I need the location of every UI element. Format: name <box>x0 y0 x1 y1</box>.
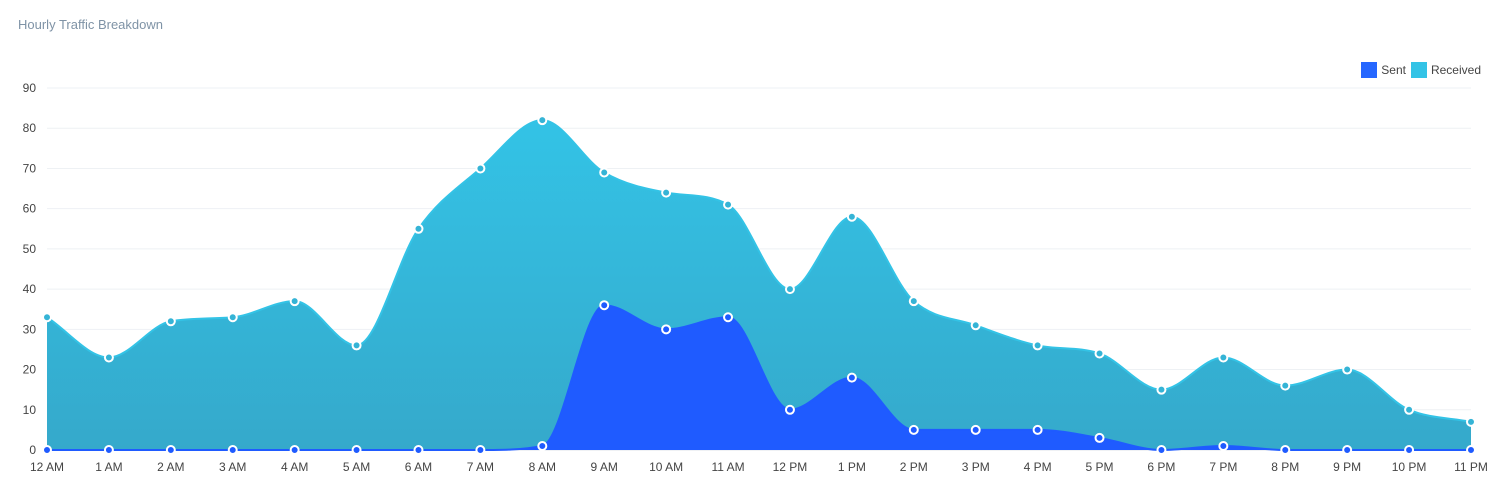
received-point[interactable] <box>1156 384 1167 395</box>
sent-point[interactable] <box>103 445 114 455</box>
sent-point[interactable] <box>165 445 176 455</box>
sent-point[interactable] <box>289 445 300 455</box>
received-point[interactable] <box>908 296 919 307</box>
x-tick-label: 2 PM <box>900 460 928 474</box>
x-tick-label: 9 PM <box>1333 460 1361 474</box>
x-tick-label: 9 AM <box>591 460 618 474</box>
received-point[interactable] <box>1466 416 1476 427</box>
x-tick-label: 7 AM <box>467 460 494 474</box>
received-point[interactable] <box>475 163 486 174</box>
sent-point[interactable] <box>1280 445 1291 455</box>
received-point[interactable] <box>784 284 795 295</box>
received-point[interactable] <box>970 320 981 331</box>
sent-point[interactable] <box>846 372 857 383</box>
x-tick-label: 2 AM <box>157 460 184 474</box>
x-tick-label: 7 PM <box>1209 460 1237 474</box>
y-tick-label: 20 <box>23 363 37 377</box>
x-tick-label: 8 PM <box>1271 460 1299 474</box>
x-tick-label: 1 PM <box>838 460 866 474</box>
x-tick-label: 8 AM <box>529 460 556 474</box>
x-tick-label: 6 AM <box>405 460 432 474</box>
y-axis: 0 10 20 30 40 50 60 70 80 90 <box>23 81 37 457</box>
received-point[interactable] <box>846 211 857 222</box>
received-point[interactable] <box>599 167 610 178</box>
x-tick-label: 5 AM <box>343 460 370 474</box>
received-point[interactable] <box>537 115 548 126</box>
y-tick-label: 40 <box>23 282 37 296</box>
legend-item-received[interactable]: Received <box>1410 62 1481 78</box>
sent-point[interactable] <box>1218 440 1229 451</box>
y-tick-label: 90 <box>23 81 37 95</box>
y-tick-label: 70 <box>23 161 37 175</box>
sent-point[interactable] <box>1466 445 1476 455</box>
sent-area <box>47 305 1471 450</box>
sent-point[interactable] <box>661 324 672 335</box>
x-tick-label: 11 AM <box>711 460 744 474</box>
received-point[interactable] <box>1342 364 1353 375</box>
data-points <box>42 115 1476 455</box>
received-point[interactable] <box>42 312 52 323</box>
x-tick-label: 12 AM <box>30 460 64 474</box>
received-point[interactable] <box>227 312 238 323</box>
x-tick-label: 10 AM <box>649 460 683 474</box>
y-tick-label: 80 <box>23 121 37 135</box>
sent-point[interactable] <box>1156 445 1167 455</box>
area-series <box>46 119 1472 452</box>
sent-point[interactable] <box>908 424 919 435</box>
x-tick-label: 3 PM <box>962 460 990 474</box>
legend-item-sent[interactable]: Sent <box>1361 62 1406 78</box>
sent-point[interactable] <box>413 445 424 455</box>
received-point[interactable] <box>1280 380 1291 391</box>
x-tick-label: 4 PM <box>1024 460 1052 474</box>
received-point[interactable] <box>351 340 362 351</box>
x-tick-label: 12 PM <box>773 460 808 474</box>
y-tick-label: 50 <box>23 242 37 256</box>
received-point[interactable] <box>661 187 672 198</box>
x-axis: 12 AM 1 AM 2 AM 3 AM 4 AM 5 AM 6 AM 7 AM 8 AM 9 A… <box>30 460 1488 474</box>
legend-label-sent: Sent <box>1381 63 1406 77</box>
received-point[interactable] <box>103 352 114 363</box>
received-point[interactable] <box>1094 348 1105 359</box>
legend-swatch-received <box>1410 62 1427 78</box>
received-point[interactable] <box>1218 352 1229 363</box>
legend-swatch-sent <box>1361 62 1378 78</box>
x-tick-label: 10 PM <box>1392 460 1427 474</box>
x-tick-label: 3 AM <box>219 460 246 474</box>
sent-point[interactable] <box>970 424 981 435</box>
sent-point[interactable] <box>475 445 486 455</box>
sent-point[interactable] <box>1404 445 1415 455</box>
x-tick-label: 6 PM <box>1147 460 1175 474</box>
sent-point[interactable] <box>1342 445 1353 455</box>
y-tick-label: 30 <box>23 322 37 336</box>
received-area <box>47 120 1471 450</box>
legend-label-received: Received <box>1430 63 1481 77</box>
chart-title: Hourly Traffic Breakdown <box>18 17 163 32</box>
sent-point[interactable] <box>227 445 238 455</box>
sent-point[interactable] <box>351 445 362 455</box>
x-tick-label: 5 PM <box>1086 460 1114 474</box>
sent-point[interactable] <box>537 440 548 451</box>
received-point[interactable] <box>723 199 734 210</box>
sent-point[interactable] <box>723 312 734 323</box>
y-tick-label: 60 <box>23 202 37 216</box>
sent-point[interactable] <box>1032 424 1043 435</box>
received-point[interactable] <box>165 316 176 327</box>
x-tick-label: 1 AM <box>95 460 122 474</box>
sent-point[interactable] <box>1094 432 1105 443</box>
received-point[interactable] <box>1032 340 1043 351</box>
sent-point[interactable] <box>42 445 52 455</box>
y-tick-label: 0 <box>29 443 36 457</box>
sent-point[interactable] <box>784 404 795 415</box>
sent-point[interactable] <box>599 300 610 311</box>
received-point[interactable] <box>289 296 300 307</box>
chart-legend: Sent Received <box>1356 62 1481 78</box>
received-point[interactable] <box>413 223 424 234</box>
y-tick-label: 10 <box>23 403 37 417</box>
x-tick-label: 4 AM <box>281 460 308 474</box>
x-tick-label: 11 PM <box>1454 460 1488 474</box>
received-point[interactable] <box>1404 404 1415 415</box>
